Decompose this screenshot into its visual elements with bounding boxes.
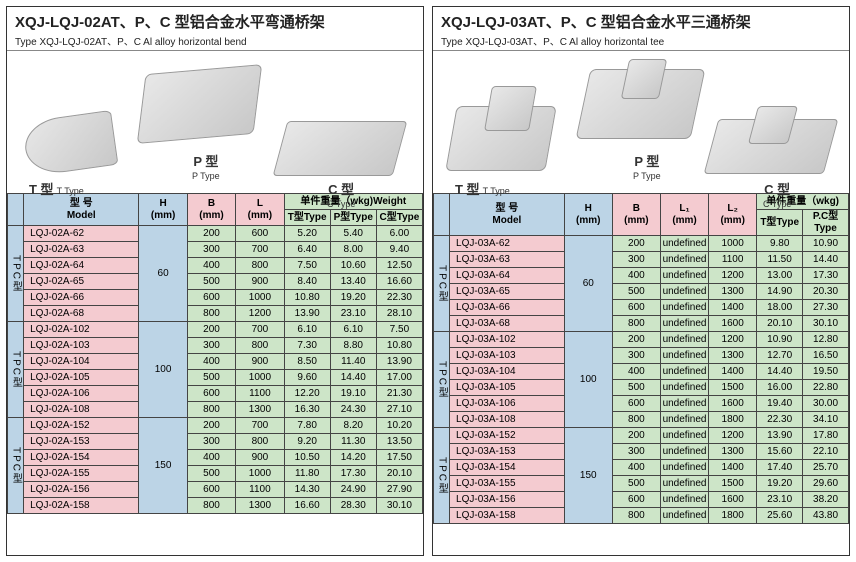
left-diagram: T 型 T Type P 型P Type C 型C Type — [7, 51, 423, 193]
table-row: LQJ-02A-1533008009.2011.3013.50 — [8, 434, 423, 450]
model-cell: LQJ-02A-102 — [24, 322, 139, 338]
table-row: LQJ-03A-63300undefined110011.5014.40 — [434, 252, 849, 268]
h-cell: 100 — [139, 322, 187, 418]
model-cell: LQJ-03A-68 — [450, 316, 565, 332]
model-cell: LQJ-02A-156 — [24, 482, 139, 498]
table-row: TPC型LQJ-02A-1021002007006.106.107.50 — [8, 322, 423, 338]
table-row: LQJ-02A-10550010009.6014.4017.00 — [8, 370, 423, 386]
table-row: TPC型LQJ-02A-62602006005.205.406.00 — [8, 226, 423, 242]
left-panel: XQJ-LQJ-02AT、P、C 型铝合金水平弯通桥架 Type XQJ-LQJ… — [6, 6, 424, 556]
model-cell: LQJ-02A-152 — [24, 418, 139, 434]
model-cell: LQJ-03A-158 — [450, 508, 565, 524]
table-row: LQJ-03A-108800undefined180022.3034.10 — [434, 412, 849, 428]
model-cell: LQJ-02A-65 — [24, 274, 139, 290]
table-row: LQJ-02A-655009008.4013.4016.60 — [8, 274, 423, 290]
right-header: XQJ-LQJ-03AT、P、C 型铝合金水平三通桥架 Type XQJ-LQJ… — [433, 7, 849, 51]
model-cell: LQJ-02A-153 — [24, 434, 139, 450]
table-row: LQJ-03A-106600undefined160019.4030.00 — [434, 396, 849, 412]
left-title-en: Type XQJ-LQJ-02AT、P、C Al alloy horizonta… — [15, 33, 415, 48]
side-label: TPC型 — [434, 236, 450, 332]
table-row: LQJ-02A-155500100011.8017.3020.10 — [8, 466, 423, 482]
model-cell: LQJ-03A-63 — [450, 252, 565, 268]
right-panel: XQJ-LQJ-03AT、P、C 型铝合金水平三通桥架 Type XQJ-LQJ… — [432, 6, 850, 556]
right-title-cn: XQJ-LQJ-03AT、P、C 型铝合金水平三通桥架 — [441, 11, 841, 32]
model-cell: LQJ-03A-64 — [450, 268, 565, 284]
model-cell: LQJ-02A-66 — [24, 290, 139, 306]
side-label: TPC型 — [8, 418, 24, 514]
table-row: LQJ-02A-66600100010.8019.2022.30 — [8, 290, 423, 306]
table-row: LQJ-03A-155500undefined150019.2029.60 — [434, 476, 849, 492]
table-row: LQJ-02A-106600110012.2019.1021.30 — [8, 386, 423, 402]
right-diagram: T 型 T Type P 型P Type C 型C Type — [433, 51, 849, 193]
h-cell: 150 — [564, 428, 612, 524]
table-row: LQJ-03A-65500undefined130014.9020.30 — [434, 284, 849, 300]
model-cell: LQJ-02A-103 — [24, 338, 139, 354]
model-cell: LQJ-02A-68 — [24, 306, 139, 322]
table-row: LQJ-03A-105500undefined150016.0022.80 — [434, 380, 849, 396]
side-label: TPC型 — [8, 226, 24, 322]
table-row: LQJ-02A-1033008007.308.8010.80 — [8, 338, 423, 354]
left-table: 型 号Model H(mm) B(mm) L(mm) 单件重量（wkg)Weig… — [7, 193, 423, 514]
model-cell: LQJ-02A-108 — [24, 402, 139, 418]
model-cell: LQJ-03A-105 — [450, 380, 565, 396]
model-cell: LQJ-02A-62 — [24, 226, 139, 242]
table-row: LQJ-03A-66600undefined140018.0027.30 — [434, 300, 849, 316]
table-row: LQJ-02A-633007006.408.009.40 — [8, 242, 423, 258]
table-row: TPC型LQJ-02A-1521502007007.808.2010.20 — [8, 418, 423, 434]
model-cell: LQJ-03A-65 — [450, 284, 565, 300]
model-cell: LQJ-03A-104 — [450, 364, 565, 380]
h-cell: 150 — [139, 418, 187, 514]
left-header: XQJ-LQJ-02AT、P、C 型铝合金水平弯通桥架 Type XQJ-LQJ… — [7, 7, 423, 51]
h-cell: 100 — [564, 332, 612, 428]
table-row: LQJ-02A-68800120013.9023.1028.10 — [8, 306, 423, 322]
left-title-cn: XQJ-LQJ-02AT、P、C 型铝合金水平弯通桥架 — [15, 11, 415, 32]
table-row: LQJ-02A-158800130016.6028.3030.10 — [8, 498, 423, 514]
table-row: LQJ-02A-1044009008.5011.4013.90 — [8, 354, 423, 370]
table-row: LQJ-03A-156600undefined160023.1038.20 — [434, 492, 849, 508]
model-cell: LQJ-03A-106 — [450, 396, 565, 412]
table-row: TPC型LQJ-03A-102100200undefined120010.901… — [434, 332, 849, 348]
table-row: LQJ-02A-108800130016.3024.3027.10 — [8, 402, 423, 418]
table-row: LQJ-03A-154400undefined140017.4025.70 — [434, 460, 849, 476]
model-cell: LQJ-02A-105 — [24, 370, 139, 386]
model-cell: LQJ-02A-158 — [24, 498, 139, 514]
model-cell: LQJ-02A-104 — [24, 354, 139, 370]
h-cell: 60 — [564, 236, 612, 332]
model-cell: LQJ-03A-153 — [450, 444, 565, 460]
table-row: LQJ-03A-68800undefined160020.1030.10 — [434, 316, 849, 332]
table-row: TPC型LQJ-03A-152150200undefined120013.901… — [434, 428, 849, 444]
model-cell: LQJ-03A-103 — [450, 348, 565, 364]
table-row: LQJ-02A-644008007.5010.6012.50 — [8, 258, 423, 274]
model-cell: LQJ-02A-64 — [24, 258, 139, 274]
model-cell: LQJ-03A-62 — [450, 236, 565, 252]
right-title-en: Type XQJ-LQJ-03AT、P、C Al alloy horizonta… — [441, 33, 841, 48]
model-cell: LQJ-02A-63 — [24, 242, 139, 258]
table-row: LQJ-02A-156600110014.3024.9027.90 — [8, 482, 423, 498]
model-cell: LQJ-03A-154 — [450, 460, 565, 476]
model-cell: LQJ-03A-156 — [450, 492, 565, 508]
table-row: LQJ-03A-153300undefined130015.6022.10 — [434, 444, 849, 460]
table-row: LQJ-03A-64400undefined120013.0017.30 — [434, 268, 849, 284]
model-cell: LQJ-03A-102 — [450, 332, 565, 348]
table-row: LQJ-03A-103300undefined130012.7016.50 — [434, 348, 849, 364]
side-label: TPC型 — [434, 428, 450, 524]
table-row: LQJ-03A-104400undefined140014.4019.50 — [434, 364, 849, 380]
model-cell: LQJ-03A-152 — [450, 428, 565, 444]
model-cell: LQJ-02A-155 — [24, 466, 139, 482]
table-row: TPC型LQJ-03A-6260200undefined10009.8010.9… — [434, 236, 849, 252]
model-cell: LQJ-03A-108 — [450, 412, 565, 428]
table-row: LQJ-03A-158800undefined180025.6043.80 — [434, 508, 849, 524]
table-row: LQJ-02A-15440090010.5014.2017.50 — [8, 450, 423, 466]
h-cell: 60 — [139, 226, 187, 322]
side-label: TPC型 — [8, 322, 24, 418]
model-cell: LQJ-03A-155 — [450, 476, 565, 492]
right-table: 型 号Model H(mm) B(mm) L₁(mm) L₂(mm) 单件重量（… — [433, 193, 849, 524]
model-cell: LQJ-02A-154 — [24, 450, 139, 466]
model-cell: LQJ-03A-66 — [450, 300, 565, 316]
model-cell: LQJ-02A-106 — [24, 386, 139, 402]
side-label: TPC型 — [434, 332, 450, 428]
